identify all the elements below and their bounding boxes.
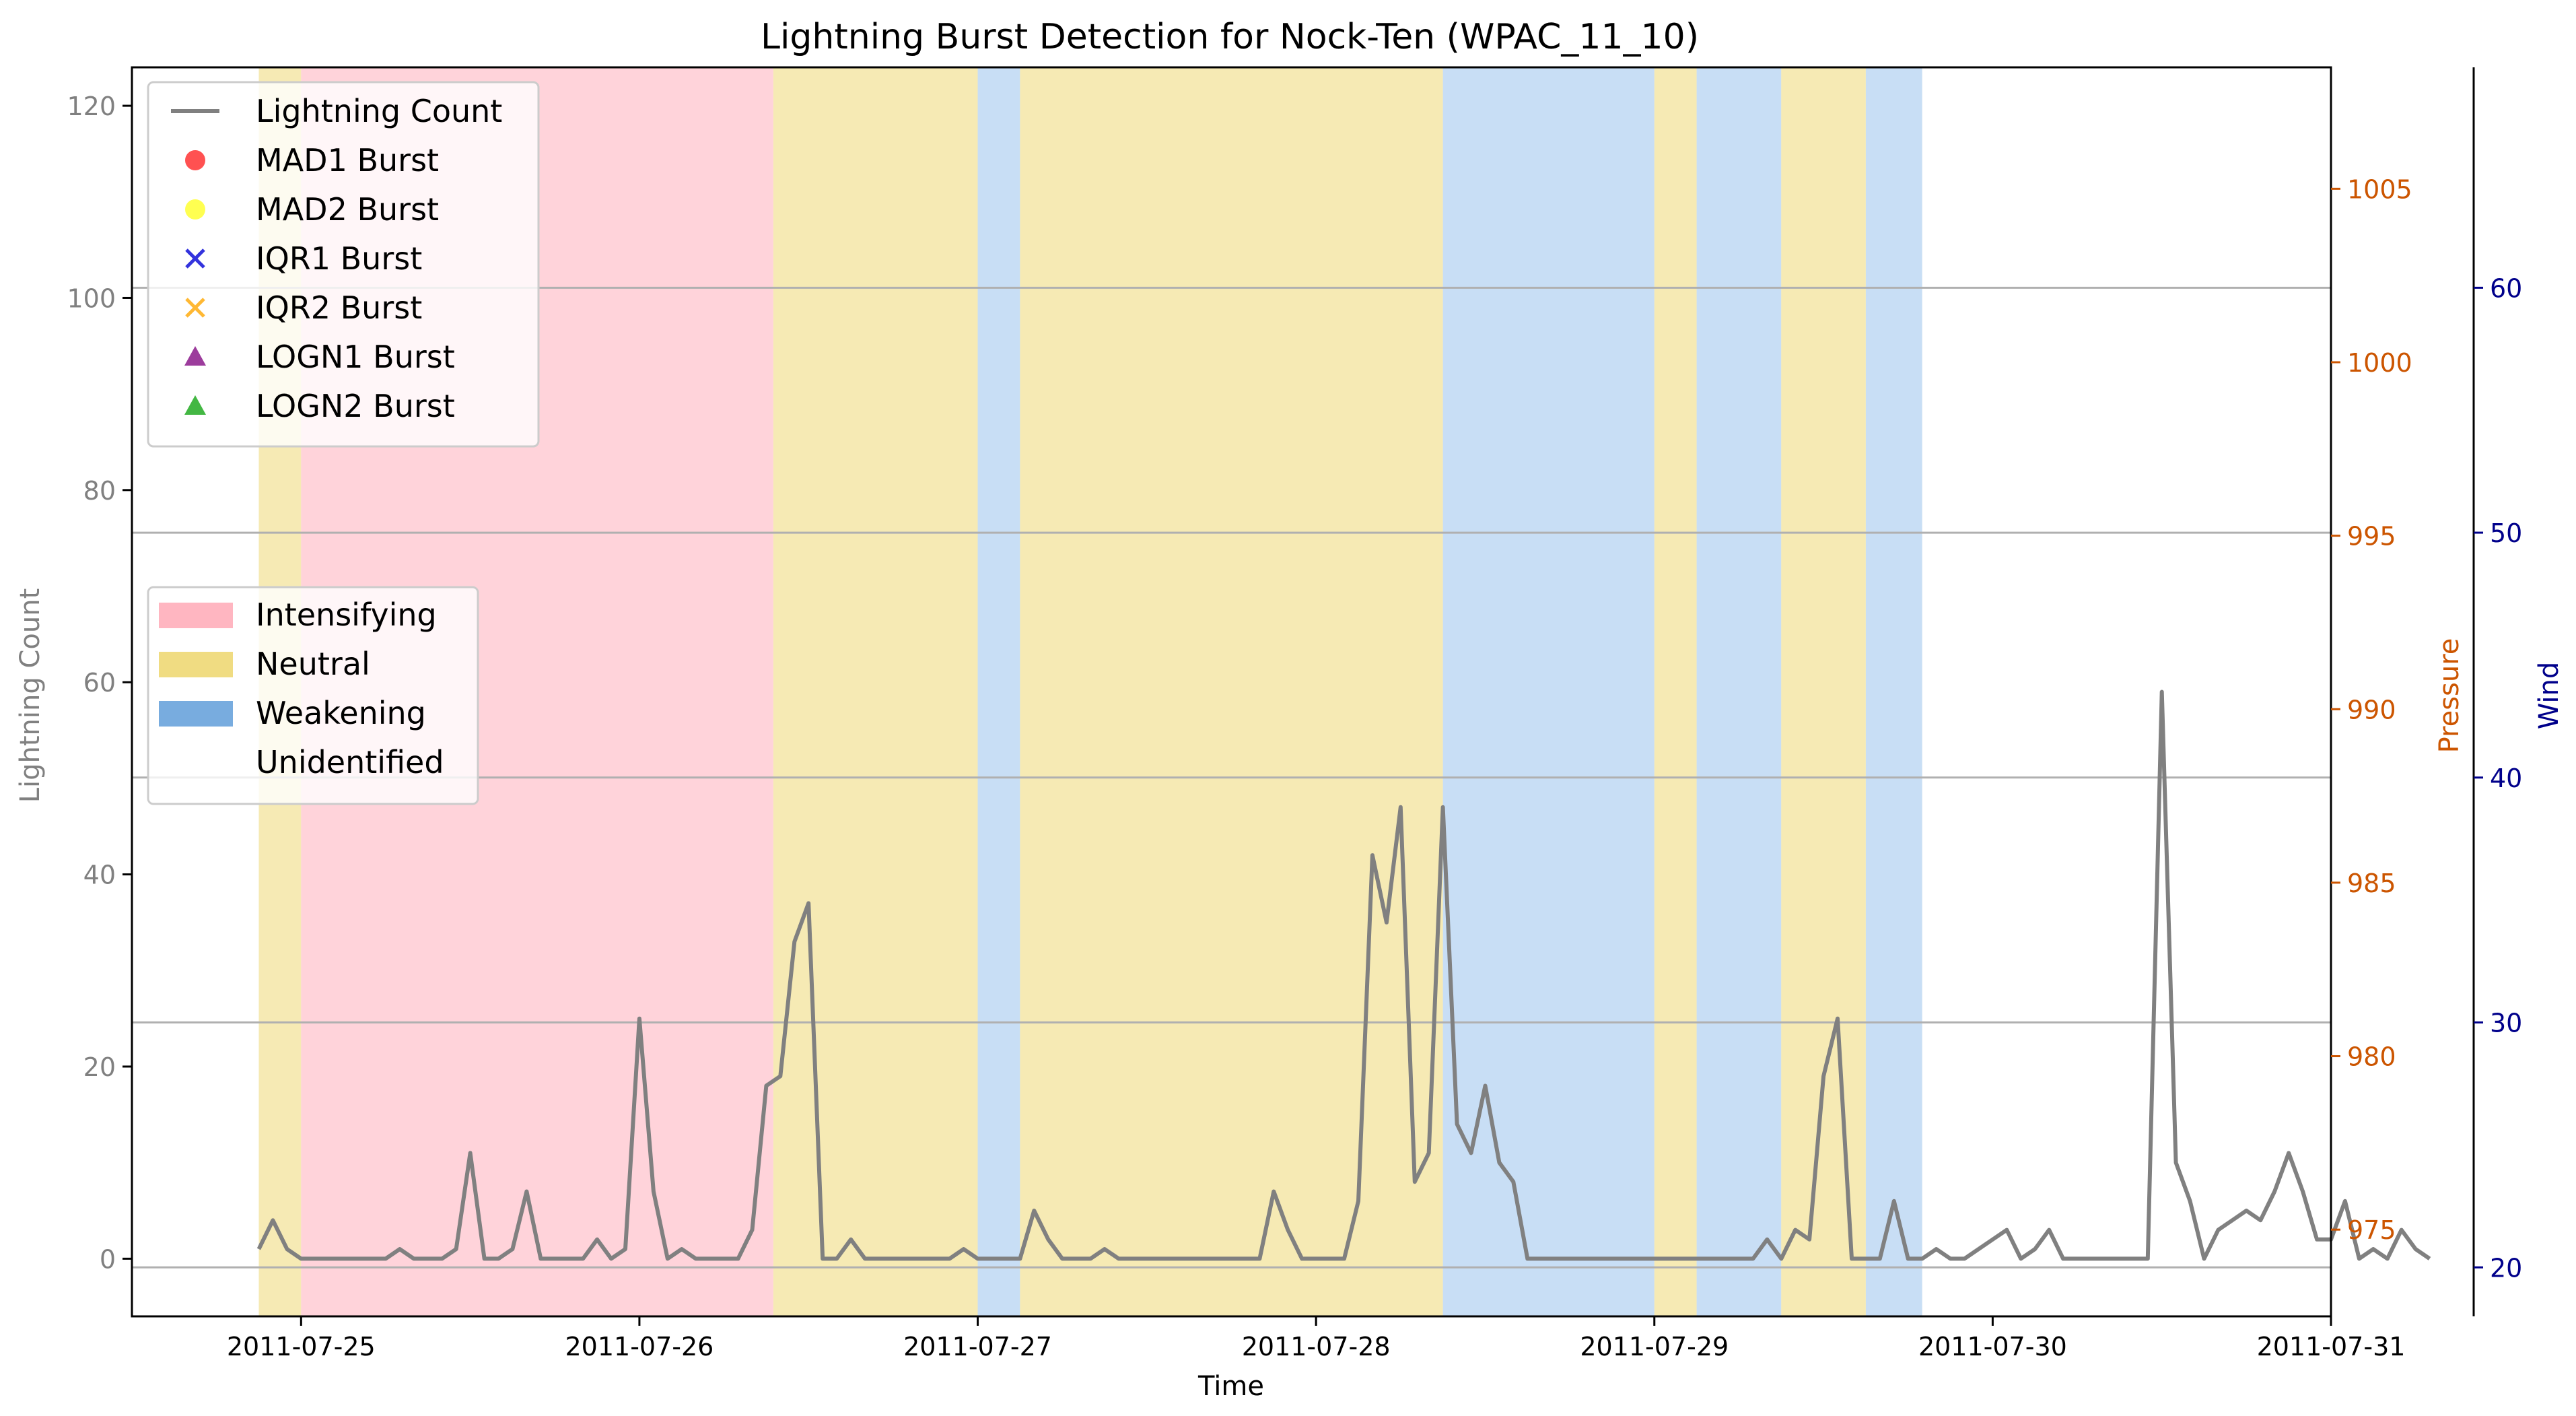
legend-entry-label: MAD1 Burst [256,142,439,178]
legend-phase-swatch [159,750,233,776]
legend-entry-label: Weakening [256,695,426,731]
y3-tick-label: 40 [2490,764,2522,793]
legend-x-stroke [185,298,205,318]
legend-x-marker [185,248,205,269]
x-tick-label: 2011-07-25 [227,1332,376,1361]
x-tick-label: 2011-07-27 [903,1332,1052,1361]
y2-tick-label: 985 [2347,869,2396,898]
legend-phase-swatch [159,603,233,628]
legend-entry-label: Lightning Count [256,93,502,129]
y-tick-label: 60 [83,668,116,698]
phase-band-weakening [1442,67,1655,1316]
y2-tick-label: 990 [2347,695,2396,724]
legend-triangle-marker [184,346,206,366]
y2-tick-label: 975 [2347,1215,2396,1245]
y-tick-label: 120 [67,92,116,121]
legend-triangle-marker [184,395,206,415]
chart-title: Lightning Burst Detection for Nock-Ten (… [761,17,1699,57]
legend-phase-swatch [159,652,233,677]
y-axis-label: Lightning Count [15,588,46,803]
y2-tick-label: 980 [2347,1042,2396,1072]
legend-phases-box [147,586,479,805]
legend-circle-marker [185,150,205,170]
y3-tick-label: 20 [2490,1253,2522,1283]
y-tick-label: 20 [83,1052,116,1082]
x-tick-label: 2011-07-26 [565,1332,714,1361]
y-tick-label: 0 [100,1244,116,1274]
x-tick-label: 2011-07-29 [1580,1332,1729,1361]
legend-x-stroke [185,248,205,269]
legend-entry-label: Neutral [256,646,370,682]
x-tick-label: 2011-07-30 [1918,1332,2067,1361]
phase-band-weakening [1865,67,1922,1316]
y3-tick-label: 30 [2490,1009,2522,1038]
x-tick-label: 2011-07-31 [2257,1332,2406,1361]
phase-band-neutral [1781,67,1866,1316]
y3-tick-label: 60 [2490,273,2522,303]
legend-entry-label: LOGN2 Burst [256,388,455,424]
y3-axis-label: Wind [2534,662,2565,730]
legend-x-marker [185,298,205,318]
phase-band-neutral [1020,67,1443,1316]
phase-band-weakening [1696,67,1782,1316]
series-lightning-count [256,689,2431,1261]
x-tick-label: 2011-07-28 [1242,1332,1391,1361]
legend-entry-label: IQR1 Burst [256,240,422,277]
legend-phase-swatch [159,701,233,727]
y-tick-label: 100 [67,283,116,313]
y-tick-label: 40 [83,861,116,890]
plot-frame [131,66,2332,1318]
legend-circle-marker [185,199,205,220]
legend-entry-label: MAD2 Burst [256,191,439,228]
legend-entry-label: Unidentified [256,744,444,780]
legend-entry-label: LOGN1 Burst [256,339,455,375]
y3-tick-label: 50 [2490,518,2522,548]
y-tick-label: 80 [83,476,116,506]
legend-markers-box [147,81,540,448]
y2-tick-label: 995 [2347,522,2396,551]
phase-band-neutral [773,67,978,1316]
legend-entry-label: IQR2 Burst [256,290,422,326]
legend-entry-label: Intensifying [256,597,437,633]
phase-band-neutral [1654,67,1697,1316]
y2-tick-label: 1000 [2347,348,2412,378]
y2-tick-label: 1005 [2347,174,2412,204]
x-axis-label: Time [1197,1371,1264,1402]
phase-band-weakening [977,67,1020,1316]
y2-axis-label: Pressure [2434,638,2465,753]
